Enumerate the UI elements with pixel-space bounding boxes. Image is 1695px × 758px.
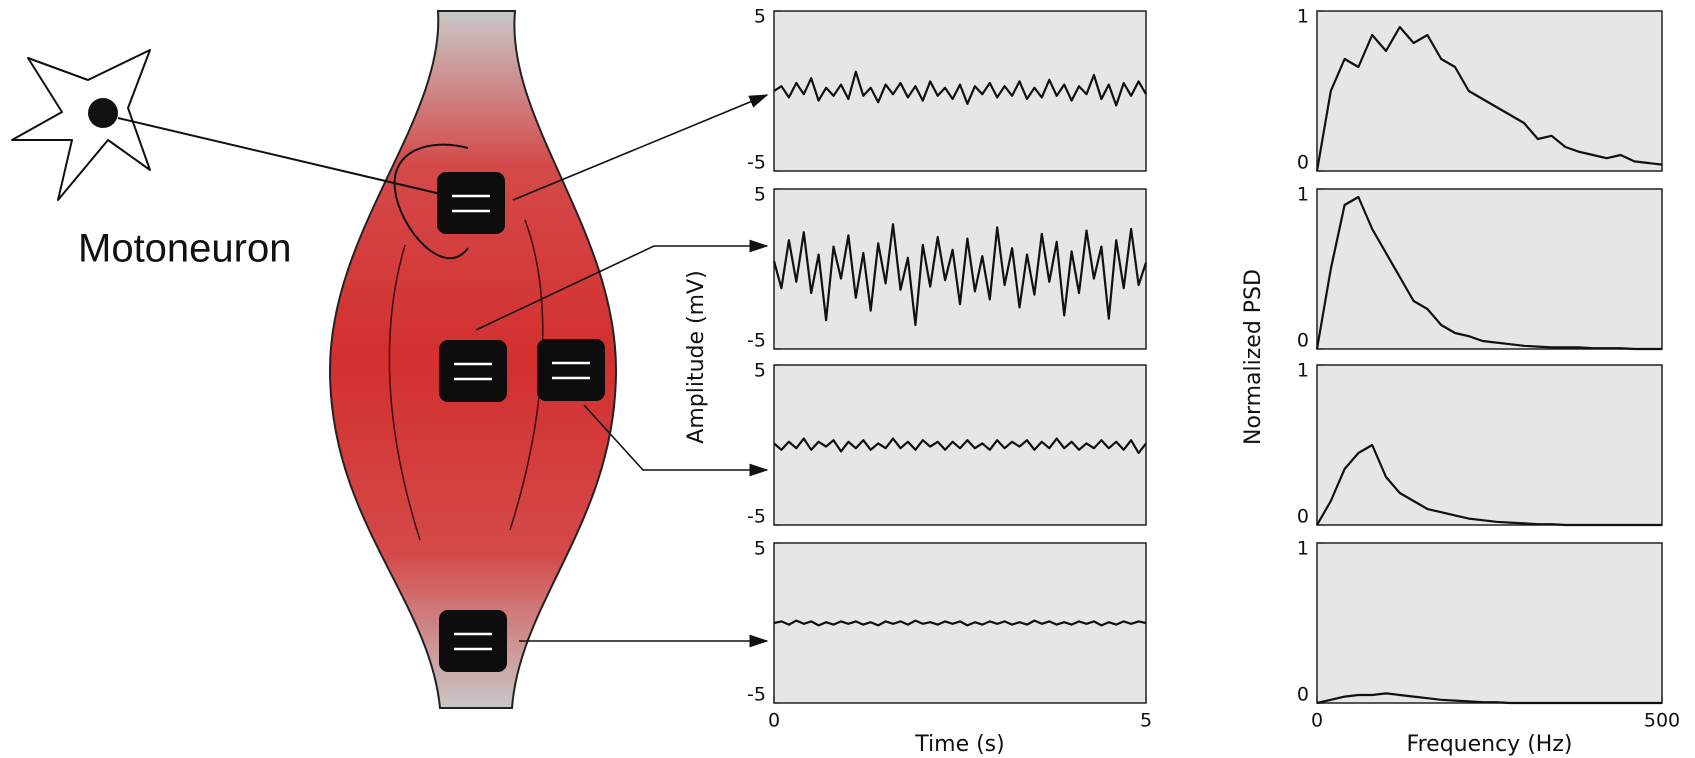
y-tick-label: 5 bbox=[754, 538, 766, 560]
motoneuron-nucleus bbox=[88, 98, 118, 128]
axon-terminal bbox=[393, 143, 469, 260]
signal-line bbox=[773, 70, 1147, 107]
signal-line bbox=[1315, 25, 1663, 172]
x-axis-label: Frequency (Hz) bbox=[1407, 732, 1573, 757]
electrode bbox=[537, 339, 605, 401]
x-tick-label: 500 bbox=[1644, 710, 1680, 732]
y-tick-label: 1 bbox=[1297, 538, 1309, 560]
x-tick-label: 5 bbox=[1140, 710, 1152, 732]
motoneuron-cell bbox=[11, 49, 151, 201]
y-tick-label: 1 bbox=[1297, 360, 1309, 382]
signal-line bbox=[1316, 692, 1662, 705]
y-tick-label: 0 bbox=[1297, 330, 1309, 352]
y-tick-label: 0 bbox=[1297, 684, 1309, 706]
arrow bbox=[475, 239, 769, 331]
y-tick-label: 5 bbox=[754, 6, 766, 28]
y-tick-label: -5 bbox=[747, 506, 766, 528]
y-tick-label: -5 bbox=[747, 330, 766, 352]
y-tick-label: -5 bbox=[747, 684, 766, 706]
plot-area bbox=[1316, 542, 1663, 704]
y-tick-label: 5 bbox=[754, 184, 766, 206]
x-tick-label: 0 bbox=[768, 710, 780, 732]
signal-line bbox=[772, 223, 1148, 327]
plot-area bbox=[1316, 188, 1663, 350]
plot-area bbox=[773, 188, 1147, 350]
y-axis-label: Normalized PSD bbox=[1241, 269, 1266, 445]
plot-area bbox=[1316, 10, 1663, 172]
y-tick-label: 0 bbox=[1297, 506, 1309, 528]
electrode bbox=[439, 610, 507, 672]
signal-line bbox=[1315, 195, 1662, 351]
axon bbox=[117, 117, 446, 196]
electrode bbox=[437, 172, 505, 234]
charts: -5 5 -5 5 Amplitude (mV) -5 5 -5 5 0 5 Time (s) 0 1 0 1… bbox=[684, 6, 1680, 758]
signal-line bbox=[773, 437, 1147, 455]
y-tick-label: 0 bbox=[1297, 152, 1309, 174]
y-tick-label: 1 bbox=[1297, 6, 1309, 28]
x-axis-label: Time (s) bbox=[914, 732, 1004, 757]
electrode bbox=[439, 340, 507, 402]
motoneuron-label: Motoneuron bbox=[78, 227, 291, 271]
y-tick-label: -5 bbox=[747, 152, 766, 174]
y-tick-label: 5 bbox=[754, 360, 766, 382]
y-axis-label: Amplitude (mV) bbox=[684, 270, 709, 443]
signal-line bbox=[1316, 443, 1662, 527]
signal-line bbox=[773, 619, 1147, 627]
y-tick-label: 1 bbox=[1297, 184, 1309, 206]
x-tick-label: 0 bbox=[1311, 710, 1323, 732]
plot-area bbox=[1316, 364, 1663, 526]
arrow bbox=[583, 404, 769, 477]
arrow bbox=[512, 94, 769, 201]
muscle-fibre bbox=[388, 244, 421, 541]
